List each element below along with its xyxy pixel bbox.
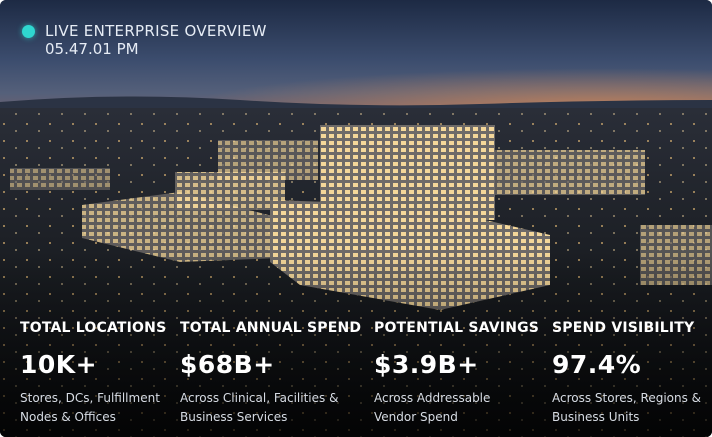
- building: [495, 150, 645, 195]
- building: [82, 192, 280, 262]
- stat-label: TOTAL ANNUAL SPEND: [180, 320, 362, 336]
- stat-description: Stores, DCs, Fulfillment Nodes & Offices: [20, 391, 160, 424]
- stat-description: Across Addressable Vendor Spend: [374, 391, 491, 424]
- stat-card: TOTAL ANNUAL SPEND $68B+ Across Clinical, …: [180, 320, 362, 427]
- stat-value: 10K+: [20, 350, 98, 379]
- stat-label: SPEND VISIBILITY: [552, 320, 695, 336]
- live-title: LIVE ENTERPRISE OVERVIEW: [45, 22, 267, 40]
- stat-description: Across Clinical, Facilities & Business S…: [180, 391, 339, 424]
- text-shade: [0, 250, 712, 437]
- live-time: 05.47.01 PM: [45, 40, 139, 58]
- live-dot: [22, 25, 35, 38]
- live-indicator: LIVE ENTERPRISE OVERVIEW 05.47.01 PM: [22, 22, 267, 58]
- stat-label: POTENTIAL SAVINGS: [374, 320, 540, 336]
- stat-value: 97.4%: [552, 350, 642, 379]
- building: [10, 168, 110, 190]
- stat-card: POTENTIAL SAVINGS $3.9B+ Across Addressabl…: [374, 320, 540, 427]
- stat-label: TOTAL LOCATIONS: [20, 320, 167, 336]
- stat-card: SPEND VISIBILITY 97.4% Across Stores, Regi…: [552, 320, 702, 427]
- stat-description: Across Stores, Regions & Business Units: [552, 391, 702, 424]
- stat-card: TOTAL LOCATIONS 10K+ Stores, DCs, Fulfillm…: [20, 320, 170, 427]
- stat-value: $68B+: [180, 350, 275, 379]
- stat-value: $3.9B+: [374, 350, 479, 379]
- live-text: LIVE ENTERPRISE OVERVIEW 05.47.01 PM: [45, 22, 267, 58]
